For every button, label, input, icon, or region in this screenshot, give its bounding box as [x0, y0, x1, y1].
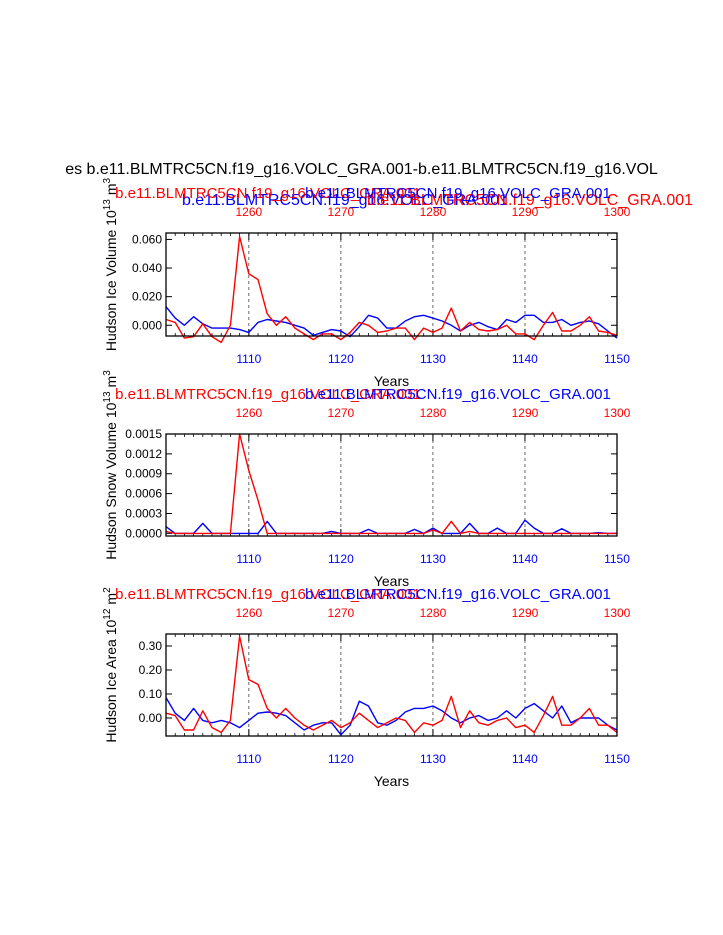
y-tick-label: 0.0000 [125, 526, 162, 540]
x-top-tick-label: 1280 [420, 205, 447, 219]
x-tick-label: 1140 [512, 352, 538, 366]
y-tick-label: 0.0003 [125, 506, 162, 520]
x-top-tick-label: 1280 [420, 606, 447, 620]
x-top-tick-label: 1260 [235, 406, 262, 420]
y-axis-title-part: 3 [102, 370, 113, 376]
x-top-tick-label: 1300 [604, 606, 631, 620]
run-label-blue: b.e11.BLMTRC5CN.f19_g16.VOLC_GRA.001 [305, 586, 611, 603]
y-tick-label: 0.0009 [125, 467, 162, 481]
series-line-red [165, 433, 617, 535]
x-tick-label: 1130 [420, 352, 446, 366]
x-tick-label: 1130 [420, 552, 446, 566]
x-top-tick-label: 1260 [235, 205, 262, 219]
run-label-blue: b.e11.BLMTRC5CN.f19_g16.VOLC_GRA.001 [305, 386, 611, 403]
x-axis-title: Years [374, 573, 409, 589]
y-tick-label: 0.040 [132, 261, 162, 275]
x-top-tick-label: 1300 [604, 205, 631, 219]
x-top-tick-label: 1290 [512, 606, 539, 620]
series-line-blue [165, 306, 618, 339]
y-tick-label: 0.0006 [125, 487, 162, 501]
y-axis-title-part: m [103, 183, 119, 195]
y-tick-label: 0.30 [139, 639, 163, 653]
y-axis-title-part: Hudson Snow Volume 10 [103, 402, 119, 559]
run-label-red: b.e11.BLMTRC5CN.f19_g16.VOLC_GRA.001 [115, 386, 421, 403]
y-axis-title-part: m [103, 593, 119, 605]
y-axis-title-part: Hudson Ice Volume 10 [103, 210, 119, 351]
main-title: es b.e11.BLMTRC5CN.f19_g16.VOLC_GRA.001-… [65, 161, 658, 178]
y-axis-title-part: Hudson Ice Area 10 [103, 619, 119, 742]
y-axis-title-part: 2 [102, 587, 113, 593]
y-axis-title: Hudson Ice Volume 1013 m3 [102, 177, 119, 351]
top-overlay-blue-label: b.e11.BLMTRC5CN.f19_g16.VOLC_GRA.001 [182, 192, 508, 209]
series-line-red [165, 635, 618, 734]
plot-frame [165, 433, 618, 537]
y-tick-label: 0.20 [139, 663, 163, 677]
y-axis-title-part: 3 [102, 177, 113, 183]
x-top-tick-label: 1270 [328, 406, 355, 420]
x-top-tick-label: 1260 [235, 606, 262, 620]
x-tick-label: 1150 [604, 352, 630, 366]
series-line-blue [165, 519, 617, 535]
x-top-tick-label: 1270 [328, 606, 355, 620]
y-tick-label: 0.0012 [125, 447, 162, 461]
series-line-blue [165, 697, 618, 736]
x-tick-label: 1110 [236, 752, 261, 766]
plot-frame [165, 633, 618, 737]
x-tick-label: 1140 [512, 552, 538, 566]
y-tick-label: 0.10 [139, 687, 163, 701]
x-tick-label: 1110 [236, 352, 261, 366]
y-tick-label: 0.00 [139, 711, 163, 725]
x-tick-label: 1150 [604, 752, 630, 766]
run-label-red: b.e11.BLMTRC5CN.f19_g16.VOLC_GRA.001 [115, 586, 421, 603]
y-axis-title-part: 13 [102, 391, 113, 403]
x-axis-title: Years [374, 773, 409, 789]
y-tick-label: 0.0015 [125, 427, 162, 441]
y-tick-label: 0.060 [132, 232, 162, 246]
x-tick-label: 1120 [328, 752, 354, 766]
x-top-tick-label: 1270 [328, 205, 355, 219]
plot-frame [165, 232, 618, 337]
x-axis-title: Years [374, 373, 409, 389]
x-top-tick-label: 1280 [420, 406, 447, 420]
y-axis-title-part: 12 [102, 608, 113, 620]
chart-panel-2: b.e11.BLMTRC5CN.f19_g16.VOLC_GRA.001b.e1… [102, 370, 631, 589]
x-tick-label: 1120 [328, 552, 354, 566]
x-tick-label: 1150 [604, 552, 630, 566]
y-axis-title-part: m [103, 376, 119, 388]
y-axis-title: Hudson Ice Area 1012 m2 [102, 587, 119, 743]
chart-panel-3: b.e11.BLMTRC5CN.f19_g16.VOLC_GRA.001b.e1… [102, 586, 631, 789]
y-axis-title: Hudson Snow Volume 1013 m3 [102, 370, 119, 560]
run-label-blue: b.e11.BLMTRC5CN.f19_g16.VOLC_GRA.001 [305, 185, 611, 202]
x-top-tick-label: 1290 [512, 406, 539, 420]
x-tick-label: 1130 [420, 752, 446, 766]
x-tick-label: 1110 [236, 552, 261, 566]
x-tick-label: 1140 [512, 752, 538, 766]
x-top-tick-label: 1300 [604, 406, 631, 420]
top-overlay-red-label: b.e11.BLMTRC5CN.f19_g16.VOLC_GRA.001 [367, 192, 693, 209]
x-top-tick-label: 1290 [512, 205, 539, 219]
y-axis-title-part: 13 [102, 199, 113, 211]
x-tick-label: 1120 [328, 352, 354, 366]
chart-panel-1: b.e11.BLMTRC5CN.f19_g16.VOLC_GRA.001b.e1… [102, 177, 631, 389]
y-tick-label: 0.020 [132, 290, 162, 304]
y-tick-label: 0.000 [132, 318, 162, 332]
series-line-red [165, 235, 618, 344]
run-label-red: b.e11.BLMTRC5CN.f19_g16.VOLC_GRA.001 [115, 185, 421, 202]
